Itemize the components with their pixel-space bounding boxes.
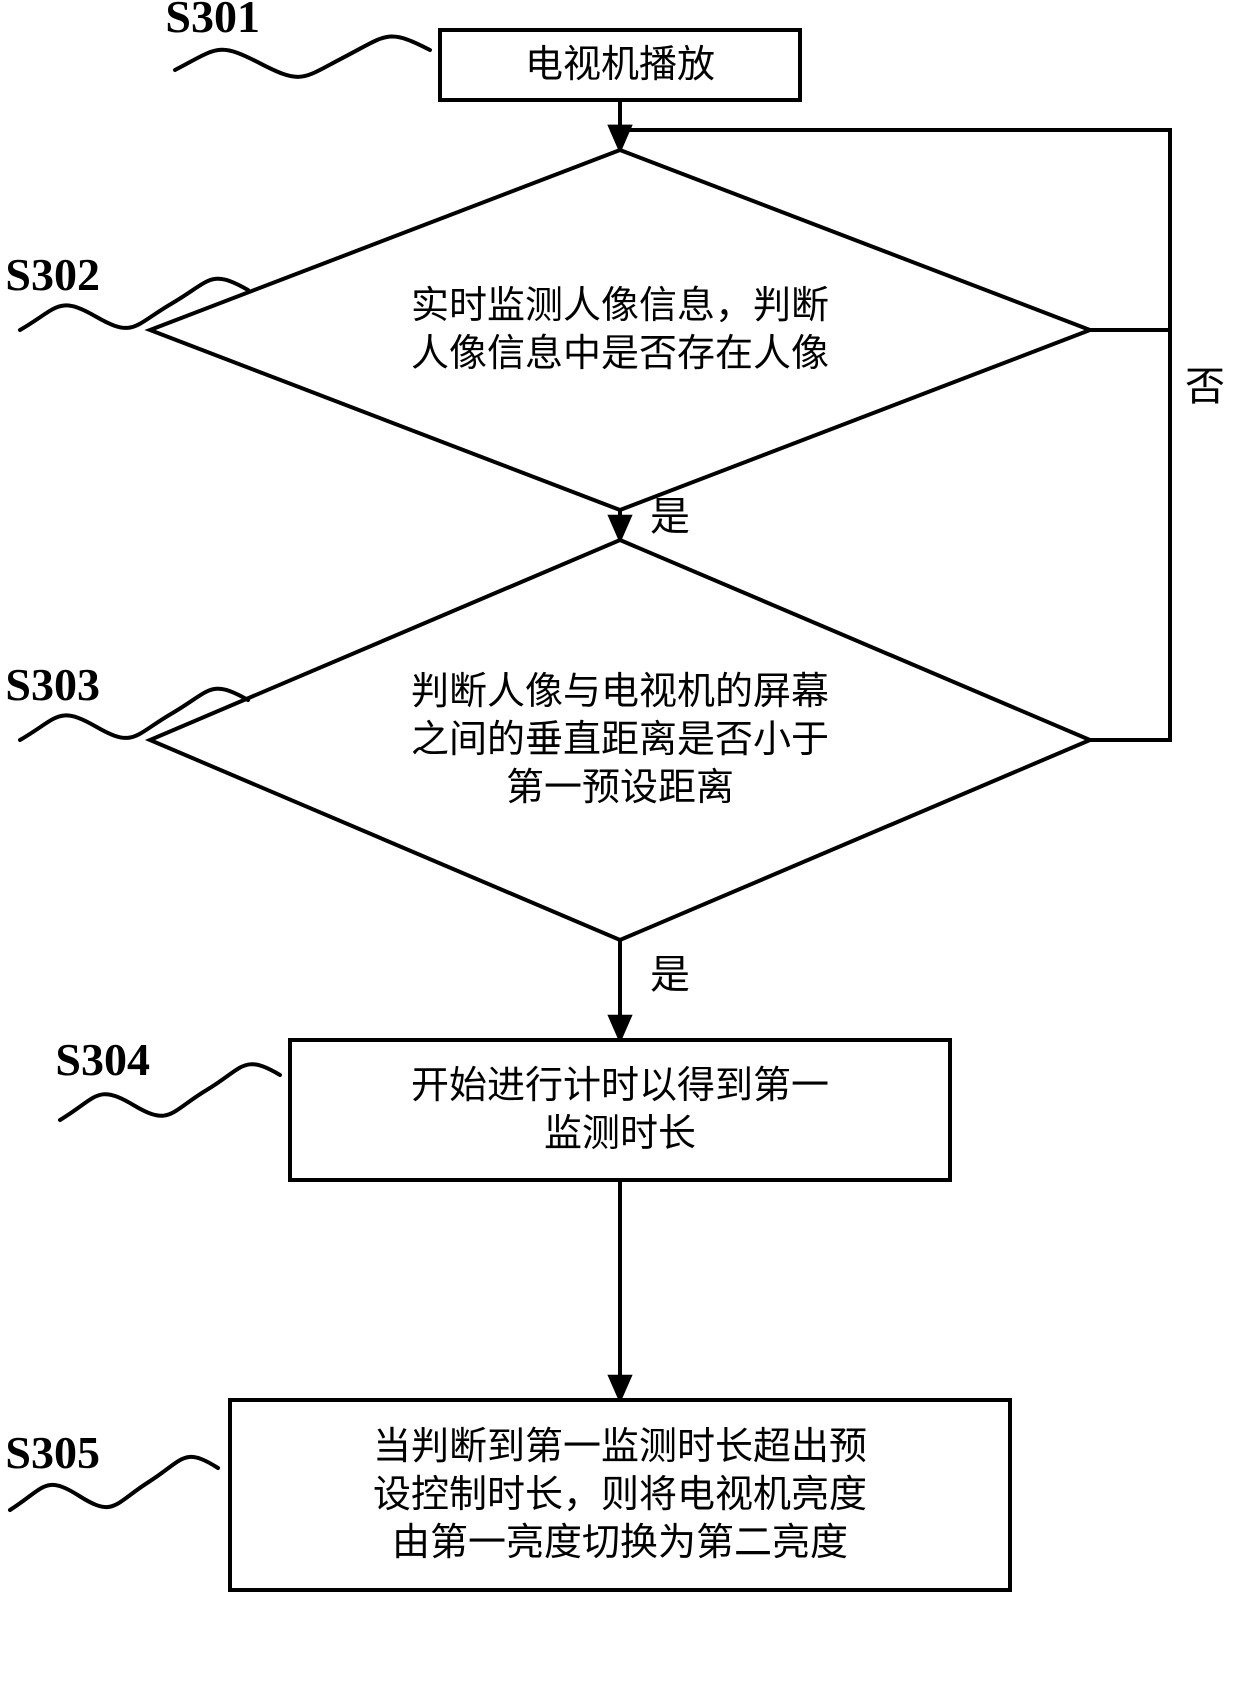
svg-text:人像信息中是否存在人像: 人像信息中是否存在人像: [411, 333, 829, 375]
node-n2: [150, 150, 1090, 510]
edge-branch: [1090, 330, 1170, 740]
svg-text:由第一亮度切换为第二亮度: 由第一亮度切换为第二亮度: [392, 1522, 848, 1564]
step-label-n4: S304: [55, 1034, 150, 1085]
svg-text:第一预设距离: 第一预设距离: [506, 767, 734, 809]
edge-label: 是: [650, 494, 690, 539]
svg-text:开始进行计时以得到第一: 开始进行计时以得到第一: [411, 1065, 829, 1107]
flowchart-canvas: 是是否电视机播放S301实时监测人像信息，判断人像信息中是否存在人像S302判断…: [0, 0, 1240, 1693]
svg-text:电视机播放: 电视机播放: [525, 44, 715, 86]
step-label-n1: S301: [165, 0, 260, 42]
node-n4: [290, 1040, 950, 1180]
svg-text:判断人像与电视机的屏幕: 判断人像与电视机的屏幕: [411, 671, 829, 713]
edge-label: 否: [1185, 364, 1225, 409]
svg-text:监测时长: 监测时长: [544, 1113, 696, 1155]
edge-label: 是: [650, 952, 690, 997]
step-label-n2: S302: [5, 249, 100, 300]
svg-text:之间的垂直距离是否小于: 之间的垂直距离是否小于: [411, 719, 829, 761]
svg-text:当判断到第一监测时长超出预: 当判断到第一监测时长超出预: [373, 1426, 867, 1468]
svg-text:设控制时长，则将电视机亮度: 设控制时长，则将电视机亮度: [373, 1474, 867, 1516]
step-label-n5: S305: [5, 1427, 100, 1478]
svg-text:实时监测人像信息，判断: 实时监测人像信息，判断: [411, 285, 829, 327]
step-label-n3: S303: [5, 659, 100, 710]
